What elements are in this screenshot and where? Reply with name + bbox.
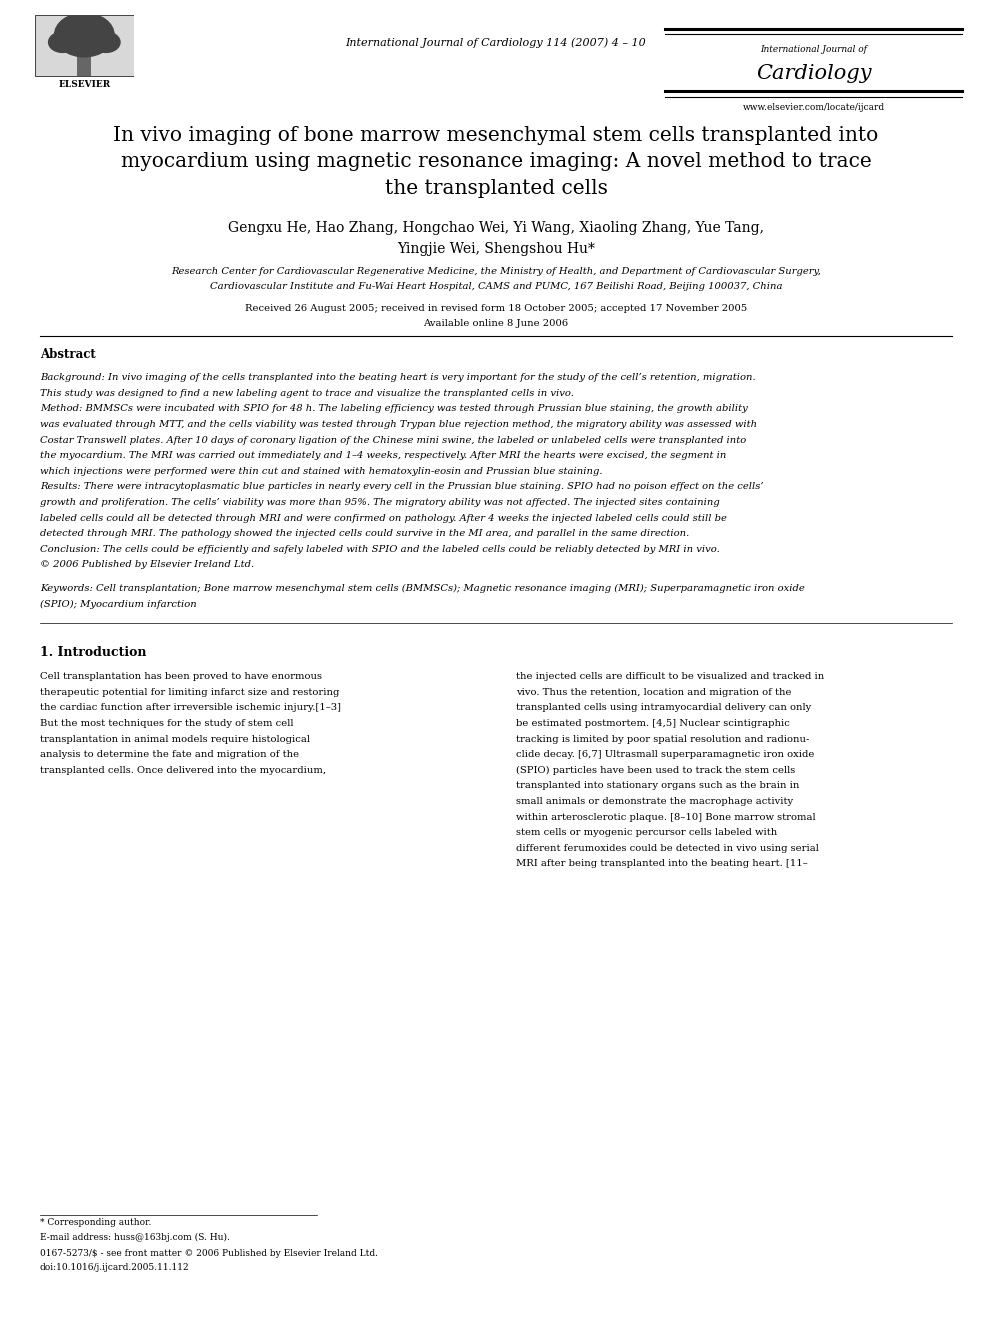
Text: small animals or demonstrate the macrophage activity: small animals or demonstrate the macroph… (516, 796, 793, 806)
Text: transplanted cells. Once delivered into the myocardium,: transplanted cells. Once delivered into … (40, 766, 325, 775)
Text: different ferumoxides could be detected in vivo using serial: different ferumoxides could be detected … (516, 844, 818, 853)
Text: the cardiac function after irreversible ischemic injury.[1–3]: the cardiac function after irreversible … (40, 704, 340, 712)
Text: ELSEVIER: ELSEVIER (59, 79, 110, 89)
Text: Available online 8 June 2006: Available online 8 June 2006 (424, 319, 568, 328)
Text: detected through MRI. The pathology showed the injected cells could survive in t: detected through MRI. The pathology show… (40, 529, 688, 538)
Text: transplantation in animal models require histological: transplantation in animal models require… (40, 734, 310, 744)
Text: International Journal of Cardiology 114 (2007) 4 – 10: International Journal of Cardiology 114 … (345, 37, 647, 48)
Text: transplanted cells using intramyocardial delivery can only: transplanted cells using intramyocardial… (516, 704, 811, 712)
Text: Cardiology: Cardiology (756, 64, 871, 82)
Text: Abstract: Abstract (40, 348, 95, 361)
Text: (SPIO); Myocardium infarction: (SPIO); Myocardium infarction (40, 599, 196, 609)
Text: 1. Introduction: 1. Introduction (40, 646, 146, 659)
Text: the myocardium. The MRI was carried out immediately and 1–4 weeks, respectively.: the myocardium. The MRI was carried out … (40, 451, 726, 460)
Circle shape (92, 32, 120, 53)
Text: transplanted into stationary organs such as the brain in: transplanted into stationary organs such… (516, 782, 800, 790)
Text: Background: In vivo imaging of the cells transplanted into the beating heart is : Background: In vivo imaging of the cells… (40, 373, 755, 382)
Circle shape (49, 32, 76, 53)
Text: Costar Transwell plates. After 10 days of coronary ligation of the Chinese mini : Costar Transwell plates. After 10 days o… (40, 435, 746, 445)
Text: * Corresponding author.: * Corresponding author. (40, 1218, 151, 1228)
Text: growth and proliferation. The cells’ viability was more than 95%. The migratory : growth and proliferation. The cells’ via… (40, 497, 719, 507)
Text: Cardiovascular Institute and Fu-Wai Heart Hospital, CAMS and PUMC, 167 Beilishi : Cardiovascular Institute and Fu-Wai Hear… (209, 282, 783, 291)
Text: Cell transplantation has been proved to have enormous: Cell transplantation has been proved to … (40, 672, 321, 681)
Text: Keywords: Cell transplantation; Bone marrow mesenchymal stem cells (BMMSCs); Mag: Keywords: Cell transplantation; Bone mar… (40, 583, 805, 593)
Text: MRI after being transplanted into the beating heart. [11–: MRI after being transplanted into the be… (516, 860, 807, 868)
Text: labeled cells could all be detected through MRI and were confirmed on pathology.: labeled cells could all be detected thro… (40, 513, 726, 523)
Text: Research Center for Cardiovascular Regenerative Medicine, the Ministry of Health: Research Center for Cardiovascular Regen… (171, 267, 821, 277)
Bar (35, 15, 134, 77)
Text: (SPIO) particles have been used to track the stem cells: (SPIO) particles have been used to track… (516, 766, 796, 775)
Text: vivo. Thus the retention, location and migration of the: vivo. Thus the retention, location and m… (516, 688, 792, 697)
Circle shape (69, 12, 99, 34)
Text: But the most techniques for the study of stem cell: But the most techniques for the study of… (40, 718, 294, 728)
Text: Results: There were intracytoplasmatic blue particles in nearly every cell in th: Results: There were intracytoplasmatic b… (40, 483, 763, 491)
Text: analysis to determine the fate and migration of the: analysis to determine the fate and migra… (40, 750, 299, 759)
Text: Conclusion: The cells could be efficiently and safely labeled with SPIO and the : Conclusion: The cells could be efficient… (40, 545, 719, 554)
Text: International Journal of: International Journal of (760, 45, 867, 54)
Text: This study was designed to find a new labeling agent to trace and visualize the : This study was designed to find a new la… (40, 389, 573, 398)
Text: be estimated postmortem. [4,5] Nuclear scintigraphic: be estimated postmortem. [4,5] Nuclear s… (516, 718, 790, 728)
Text: stem cells or myogenic percursor cells labeled with: stem cells or myogenic percursor cells l… (516, 828, 777, 837)
Text: within arterosclerotic plaque. [8–10] Bone marrow stromal: within arterosclerotic plaque. [8–10] Bo… (516, 812, 815, 822)
Text: doi:10.1016/j.ijcard.2005.11.112: doi:10.1016/j.ijcard.2005.11.112 (40, 1263, 189, 1273)
Circle shape (55, 13, 114, 57)
Text: E-mail address: huss@163bj.com (S. Hu).: E-mail address: huss@163bj.com (S. Hu). (40, 1233, 229, 1242)
Text: tracking is limited by poor spatial resolution and radionu-: tracking is limited by poor spatial reso… (516, 734, 809, 744)
Text: clide decay. [6,7] Ultrasmall superparamagnetic iron oxide: clide decay. [6,7] Ultrasmall superparam… (516, 750, 814, 759)
Text: which injections were performed were thin cut and stained with hematoxylin-eosin: which injections were performed were thi… (40, 467, 602, 476)
Text: therapeutic potential for limiting infarct size and restoring: therapeutic potential for limiting infar… (40, 688, 339, 697)
Bar (77, 53, 91, 77)
Text: © 2006 Published by Elsevier Ireland Ltd.: © 2006 Published by Elsevier Ireland Ltd… (40, 561, 254, 569)
Text: www.elsevier.com/locate/ijcard: www.elsevier.com/locate/ijcard (742, 103, 885, 112)
Text: 0167-5273/$ - see front matter © 2006 Published by Elsevier Ireland Ltd.: 0167-5273/$ - see front matter © 2006 Pu… (40, 1249, 378, 1258)
Text: Received 26 August 2005; received in revised form 18 October 2005; accepted 17 N: Received 26 August 2005; received in rev… (245, 304, 747, 314)
Text: Gengxu He, Hao Zhang, Hongchao Wei, Yi Wang, Xiaoling Zhang, Yue Tang,
Yingjie W: Gengxu He, Hao Zhang, Hongchao Wei, Yi W… (228, 221, 764, 255)
Text: was evaluated through MTT, and the cells viability was tested through Trypan blu: was evaluated through MTT, and the cells… (40, 419, 757, 429)
Text: the injected cells are difficult to be visualized and tracked in: the injected cells are difficult to be v… (516, 672, 824, 681)
Text: Method: BMMSCs were incubated with SPIO for 48 h. The labeling efficiency was te: Method: BMMSCs were incubated with SPIO … (40, 405, 747, 413)
Text: In vivo imaging of bone marrow mesenchymal stem cells transplanted into
myocardi: In vivo imaging of bone marrow mesenchym… (113, 126, 879, 197)
